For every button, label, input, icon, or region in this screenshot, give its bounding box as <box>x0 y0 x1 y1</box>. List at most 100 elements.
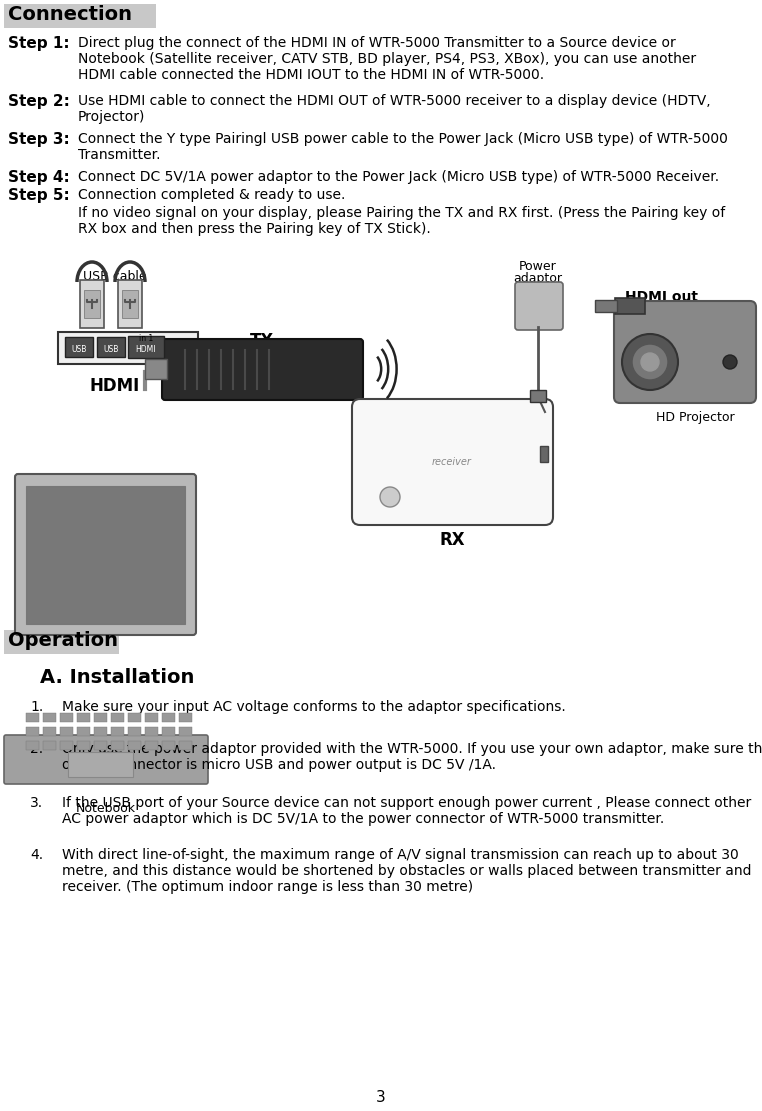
Text: USB: USB <box>104 344 119 353</box>
Bar <box>122 290 138 318</box>
Text: A. Installation: A. Installation <box>40 668 194 687</box>
Bar <box>94 727 107 735</box>
Bar <box>540 446 548 462</box>
Text: If the USB port of your Source device can not support enough power current , Ple: If the USB port of your Source device ca… <box>62 795 751 810</box>
Bar <box>128 336 164 358</box>
Bar <box>80 280 104 328</box>
Bar <box>128 741 141 750</box>
Bar <box>595 300 617 312</box>
Text: Step 3:: Step 3: <box>8 132 70 147</box>
Text: HD Projector: HD Projector <box>655 411 735 424</box>
Text: Connection: Connection <box>8 6 132 24</box>
Text: Step 5:: Step 5: <box>8 188 70 203</box>
FancyBboxPatch shape <box>515 282 563 330</box>
Text: Notebook (Satellite receiver, CATV STB, BD player, PS4, PS3, XBox), you can use : Notebook (Satellite receiver, CATV STB, … <box>78 52 696 66</box>
Bar <box>615 298 645 314</box>
Text: Direct plug the connect of the HDMI IN of WTR-5000 Transmitter to a Source devic: Direct plug the connect of the HDMI IN o… <box>78 36 676 50</box>
Text: Use HDMI cable to connect the HDMI OUT of WTR-5000 receiver to a display device : Use HDMI cable to connect the HDMI OUT o… <box>78 94 711 108</box>
Text: HDMI cable connected the HDMI IOUT to the HDMI IN of WTR-5000.: HDMI cable connected the HDMI IOUT to th… <box>78 68 544 82</box>
Text: With direct line-of-sight, the maximum range of A/V signal transmission can reac: With direct line-of-sight, the maximum r… <box>62 848 738 862</box>
Circle shape <box>632 344 668 380</box>
Bar <box>43 727 56 735</box>
Bar <box>145 727 158 735</box>
Bar <box>26 713 39 722</box>
Bar <box>128 713 141 722</box>
Text: 2.: 2. <box>30 742 43 755</box>
Bar <box>4 630 119 654</box>
Bar <box>26 727 39 735</box>
Bar <box>145 359 167 379</box>
Text: Operation: Operation <box>8 631 118 650</box>
Bar <box>43 713 56 722</box>
Text: Step 4:: Step 4: <box>8 170 70 186</box>
Bar <box>65 337 93 357</box>
Text: adaptor: adaptor <box>514 272 562 286</box>
Bar <box>179 727 192 735</box>
Bar <box>94 713 107 722</box>
Bar <box>84 290 100 318</box>
Bar <box>162 727 175 735</box>
Text: in 1: in 1 <box>139 334 153 343</box>
Bar <box>77 727 90 735</box>
Text: RX: RX <box>439 531 465 549</box>
Bar <box>111 741 124 750</box>
Bar <box>26 486 185 624</box>
Bar <box>162 713 175 722</box>
FancyBboxPatch shape <box>162 339 363 400</box>
Text: Notebook: Notebook <box>76 802 136 815</box>
Text: 1.: 1. <box>30 700 43 714</box>
FancyBboxPatch shape <box>4 735 208 784</box>
Text: HDMI out: HDMI out <box>625 290 698 304</box>
Bar <box>179 713 192 722</box>
Circle shape <box>641 353 659 371</box>
Bar <box>58 332 198 364</box>
Text: Only use the power adaptor provided with the WTR-5000. If you use your own adapt: Only use the power adaptor provided with… <box>62 742 762 755</box>
Text: USB: USB <box>70 357 88 366</box>
Text: receiver: receiver <box>432 457 472 467</box>
Text: USB: USB <box>72 344 87 353</box>
Bar <box>4 4 156 28</box>
Text: HDMI: HDMI <box>135 357 157 366</box>
Bar <box>77 741 90 750</box>
Text: RX box and then press the Pairing key of TX Stick).: RX box and then press the Pairing key of… <box>78 222 431 236</box>
Bar <box>26 741 39 750</box>
Text: metre, and this distance would be shortened by obstacles or walls placed between: metre, and this distance would be shorte… <box>62 864 751 878</box>
Text: Projector): Projector) <box>78 110 146 124</box>
Text: Step 2:: Step 2: <box>8 94 70 109</box>
Text: Connect DC 5V/1A power adaptor to the Power Jack (Micro USB type) of WTR-5000 Re: Connect DC 5V/1A power adaptor to the Po… <box>78 170 719 184</box>
Bar <box>145 741 158 750</box>
Bar <box>111 713 124 722</box>
Circle shape <box>622 334 678 390</box>
Text: Connect the Y type Pairingl USB power cable to the Power Jack (Micro USB type) o: Connect the Y type Pairingl USB power ca… <box>78 132 728 146</box>
Bar <box>60 727 73 735</box>
Bar <box>530 390 546 402</box>
FancyBboxPatch shape <box>352 399 553 526</box>
Text: Make sure your input AC voltage conforms to the adaptor specifications.: Make sure your input AC voltage conforms… <box>62 700 565 714</box>
Bar <box>145 713 158 722</box>
Bar <box>128 727 141 735</box>
Text: HDMI: HDMI <box>136 344 156 353</box>
Bar <box>60 741 73 750</box>
Text: Step 1:: Step 1: <box>8 36 69 51</box>
Text: If no video signal on your display, please Pairing the TX and RX first. (Press t: If no video signal on your display, plea… <box>78 206 725 220</box>
Bar <box>97 337 125 357</box>
Circle shape <box>723 356 737 369</box>
Text: USB: USB <box>102 357 120 366</box>
Text: HDMI: HDMI <box>90 377 140 396</box>
Text: Power: Power <box>519 260 557 273</box>
Text: TX: TX <box>250 332 274 350</box>
Bar <box>60 713 73 722</box>
Text: AC power adaptor which is DC 5V/1A to the power connector of WTR-5000 transmitte: AC power adaptor which is DC 5V/1A to th… <box>62 812 664 825</box>
Text: receiver. (The optimum indoor range is less than 30 metre): receiver. (The optimum indoor range is l… <box>62 880 473 894</box>
Bar <box>111 727 124 735</box>
Text: USB cable: USB cable <box>83 270 147 283</box>
Bar <box>68 752 133 777</box>
Bar <box>43 741 56 750</box>
Text: 4.: 4. <box>30 848 43 862</box>
Text: 3.: 3. <box>30 795 43 810</box>
Text: output connector is micro USB and power output is DC 5V /1A.: output connector is micro USB and power … <box>62 758 496 772</box>
Text: Transmitter.: Transmitter. <box>78 148 161 162</box>
Bar <box>77 713 90 722</box>
Bar <box>94 741 107 750</box>
Text: Connection completed & ready to use.: Connection completed & ready to use. <box>78 188 345 202</box>
